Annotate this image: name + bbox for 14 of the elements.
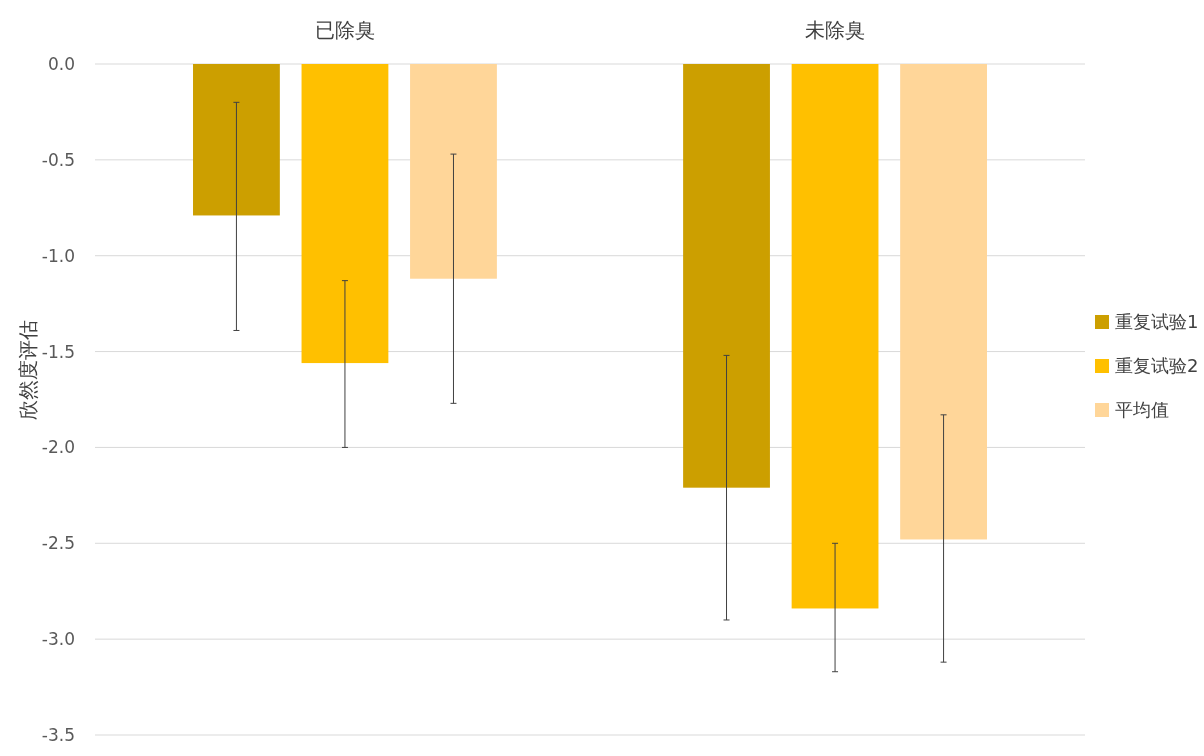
y-tick-label: -1.5 [41,341,75,362]
legend-label: 重复试验2 [1115,355,1199,377]
y-tick-label: -0.5 [41,149,75,170]
y-tick-label: -3.5 [41,724,75,745]
y-axis-title: 欣然度评估 [16,319,40,420]
legend-label: 平均值 [1115,399,1169,421]
y-tick-label: -2.5 [41,533,75,554]
y-tick-label: -3.0 [41,629,75,650]
y-tick-label: -1.0 [41,245,75,266]
x-tick-label: 已除臭 [314,18,375,42]
x-tick-label: 未除臭 [805,18,866,42]
y-tick-label: 0.0 [47,53,75,74]
legend-label: 重复试验1 [1115,311,1199,333]
y-tick-label: -2.0 [41,437,75,458]
